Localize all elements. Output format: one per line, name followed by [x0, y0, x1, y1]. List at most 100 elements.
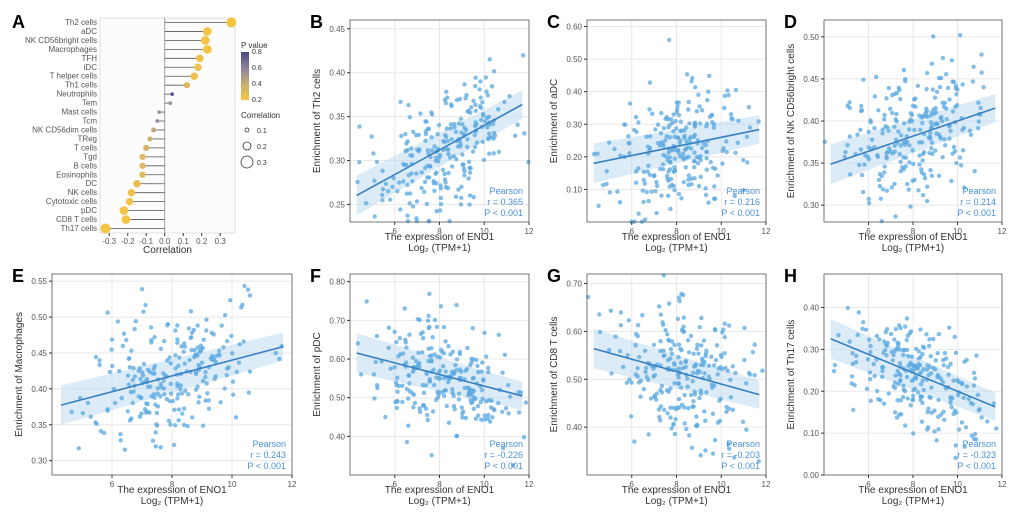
panel-label: H	[784, 266, 797, 287]
svg-text:r = 0.214: r = 0.214	[960, 197, 996, 207]
svg-text:Correlation: Correlation	[241, 111, 280, 120]
svg-text:0.45: 0.45	[31, 349, 47, 358]
panel-label: F	[310, 266, 321, 287]
svg-text:P < 0.001: P < 0.001	[484, 461, 523, 471]
panel-label: A	[12, 12, 25, 33]
svg-text:Cytotoxic cells: Cytotoxic cells	[46, 197, 97, 206]
svg-text:0.40: 0.40	[803, 304, 819, 313]
svg-text:r = 0.365: r = 0.365	[487, 197, 523, 207]
svg-text:0.30: 0.30	[803, 201, 819, 210]
svg-text:The expression of ENO1: The expression of ENO1	[622, 485, 732, 496]
svg-text:0.6: 0.6	[252, 65, 262, 72]
svg-text:0.40: 0.40	[566, 423, 582, 432]
svg-text:TFH: TFH	[81, 54, 97, 63]
svg-text:6: 6	[110, 480, 115, 489]
svg-text:Neutrophils: Neutrophils	[57, 90, 97, 99]
svg-text:Th1 cells: Th1 cells	[65, 81, 97, 90]
svg-text:Enrichment of Macrophages: Enrichment of Macrophages	[14, 312, 25, 437]
svg-text:Correlation: Correlation	[143, 245, 192, 255]
svg-text:12: 12	[762, 227, 771, 236]
figure-grid: ATh2 cellsaDCNK CD56bright cellsMacropha…	[10, 10, 1010, 509]
panel-label: B	[310, 12, 323, 33]
svg-text:0.10: 0.10	[803, 429, 819, 438]
panel-a-lollipop: ATh2 cellsaDCNK CD56bright cellsMacropha…	[10, 10, 300, 256]
svg-text:0.80: 0.80	[329, 278, 345, 287]
svg-text:r = -0.203: r = -0.203	[721, 450, 760, 460]
svg-text:iDC: iDC	[84, 63, 98, 72]
svg-text:0.35: 0.35	[803, 159, 819, 168]
svg-text:-0.2: -0.2	[121, 237, 135, 246]
svg-text:-0.3: -0.3	[102, 237, 116, 246]
scatter-svg: 6810120.250.300.350.400.45The expression…	[308, 10, 537, 256]
svg-text:0.4: 0.4	[252, 81, 262, 88]
svg-text:0.60: 0.60	[329, 355, 345, 364]
scatter-svg: 6810120.100.200.300.400.500.60The expres…	[545, 10, 774, 256]
svg-text:Enrichment of Th2 cells: Enrichment of Th2 cells	[312, 69, 323, 173]
svg-text:P < 0.001: P < 0.001	[484, 208, 523, 218]
scatter-svg: 6810120.400.500.600.700.80The expression…	[308, 264, 537, 509]
panel-label: E	[12, 266, 24, 287]
svg-text:NK cells: NK cells	[68, 188, 97, 197]
svg-text:Log₂ (TPM+1): Log₂ (TPM+1)	[408, 496, 471, 507]
svg-text:0.30: 0.30	[31, 457, 47, 466]
svg-text:The expression of ENO1: The expression of ENO1	[858, 485, 968, 496]
svg-text:DC: DC	[85, 179, 97, 188]
svg-text:P < 0.001: P < 0.001	[721, 208, 760, 218]
svg-text:0.50: 0.50	[566, 375, 582, 384]
panel-e-scatter: E6810120.300.350.400.450.500.55The expre…	[10, 264, 300, 509]
panel-h-scatter: H6810120.000.100.200.300.40The expressio…	[782, 264, 1010, 509]
svg-text:0.50: 0.50	[566, 55, 582, 64]
svg-text:aDC: aDC	[81, 27, 97, 36]
svg-text:The expression of ENO1: The expression of ENO1	[385, 485, 495, 496]
svg-text:10: 10	[228, 480, 237, 489]
svg-text:Pearson: Pearson	[489, 186, 523, 196]
svg-text:12: 12	[288, 480, 297, 489]
svg-text:0.30: 0.30	[566, 120, 582, 129]
svg-text:0.20: 0.20	[566, 153, 582, 162]
svg-text:Enrichment of pDC: Enrichment of pDC	[312, 332, 323, 416]
svg-text:Mast cells: Mast cells	[61, 108, 97, 117]
panel-f-scatter: F6810120.400.500.600.700.80The expressio…	[308, 264, 537, 509]
svg-text:0.40: 0.40	[329, 432, 345, 441]
svg-text:0.2: 0.2	[257, 144, 267, 151]
svg-text:Enrichment of Th17 cells: Enrichment of Th17 cells	[786, 320, 797, 430]
panel-d-scatter: D6810120.300.350.400.450.50The expressio…	[782, 10, 1010, 256]
svg-text:0.70: 0.70	[566, 280, 582, 289]
svg-text:Pearson: Pearson	[962, 186, 996, 196]
svg-text:0.40: 0.40	[329, 69, 345, 78]
svg-text:0.35: 0.35	[329, 113, 345, 122]
svg-text:Pearson: Pearson	[489, 439, 523, 449]
svg-text:Pearson: Pearson	[726, 186, 760, 196]
scatter-svg: 6810120.300.350.400.450.50The expression…	[782, 10, 1010, 256]
svg-text:0.70: 0.70	[329, 316, 345, 325]
svg-text:0.30: 0.30	[329, 157, 345, 166]
svg-text:0.10: 0.10	[566, 185, 582, 194]
svg-text:Pearson: Pearson	[962, 439, 996, 449]
svg-text:TReg: TReg	[77, 134, 97, 143]
svg-text:0.25: 0.25	[329, 200, 345, 209]
svg-text:0.50: 0.50	[329, 394, 345, 403]
svg-text:12: 12	[525, 480, 534, 489]
svg-text:Enrichment of CD8 T cells: Enrichment of CD8 T cells	[549, 317, 560, 433]
svg-text:0.60: 0.60	[566, 23, 582, 32]
svg-text:0.2: 0.2	[252, 97, 262, 104]
svg-text:12: 12	[998, 227, 1007, 236]
svg-text:Log₂ (TPM+1): Log₂ (TPM+1)	[408, 243, 471, 254]
svg-text:r = -0.323: r = -0.323	[957, 450, 996, 460]
panel-b-scatter: B6810120.250.300.350.400.45The expressio…	[308, 10, 537, 256]
svg-text:0.3: 0.3	[215, 237, 227, 246]
svg-text:0.20: 0.20	[803, 387, 819, 396]
panel-c-scatter: C6810120.100.200.300.400.500.60The expre…	[545, 10, 774, 256]
svg-text:T helper cells: T helper cells	[50, 72, 97, 81]
svg-text:0.40: 0.40	[31, 385, 47, 394]
svg-text:0.1: 0.1	[257, 128, 267, 135]
svg-text:Pearson: Pearson	[252, 439, 286, 449]
svg-text:Macrophages: Macrophages	[49, 45, 97, 54]
svg-text:0.40: 0.40	[803, 117, 819, 126]
panel-g-scatter: G6810120.400.500.600.70The expression of…	[545, 264, 774, 509]
svg-text:12: 12	[762, 480, 771, 489]
svg-text:Enrichment of aDC: Enrichment of aDC	[549, 79, 560, 163]
svg-text:0.2: 0.2	[196, 237, 208, 246]
scatter-svg: 6810120.000.100.200.300.40The expression…	[782, 264, 1010, 509]
svg-text:Log₂ (TPM+1): Log₂ (TPM+1)	[882, 243, 945, 254]
